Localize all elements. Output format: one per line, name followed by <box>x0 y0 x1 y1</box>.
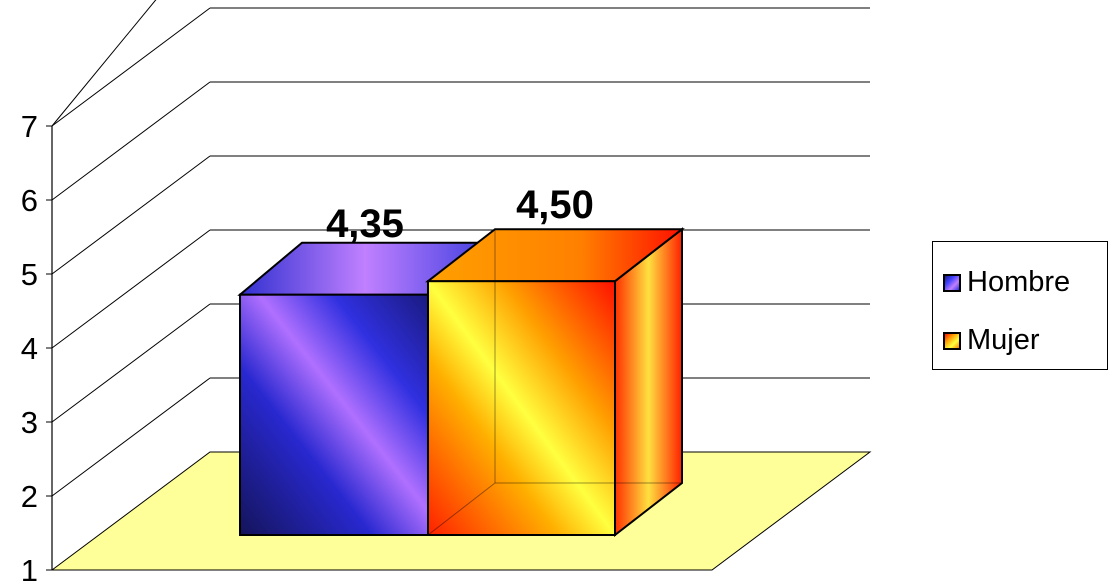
bar-front-mujer <box>427 280 616 537</box>
gridline-depth <box>51 7 211 127</box>
legend-swatch-hombre <box>943 273 961 292</box>
legend-label-mujer: Mujer <box>967 324 1040 356</box>
gridline-depth <box>51 0 157 127</box>
y-tick-label: 3 <box>21 405 38 440</box>
y-tick-label: 4 <box>21 331 38 366</box>
data-label-hombre: 4,35 <box>326 202 404 246</box>
y-tick-label: 7 <box>21 109 38 144</box>
gridline-depth <box>51 229 211 349</box>
bar-mujer <box>425 227 685 538</box>
bar-edge <box>427 482 496 536</box>
gridline-depth <box>51 377 211 497</box>
y-tick-label: 1 <box>21 553 38 582</box>
y-tick-label: 2 <box>21 479 38 514</box>
legend-swatch-mujer <box>943 331 961 350</box>
gridline-depth <box>51 303 211 423</box>
gridline-depth <box>51 81 211 201</box>
y-tick-label: 6 <box>21 183 38 218</box>
legend: Hombre Mujer <box>932 241 1108 370</box>
gridline-depth <box>51 155 211 275</box>
legend-item-mujer: Mujer <box>943 326 1040 355</box>
bar-front-hombre <box>239 293 429 537</box>
legend-item-hombre: Hombre <box>943 268 1070 297</box>
y-tick-label: 5 <box>21 257 38 292</box>
bar-side-mujer <box>614 227 683 538</box>
data-label-mujer: 4,50 <box>516 183 594 227</box>
legend-label-hombre: Hombre <box>967 266 1071 298</box>
